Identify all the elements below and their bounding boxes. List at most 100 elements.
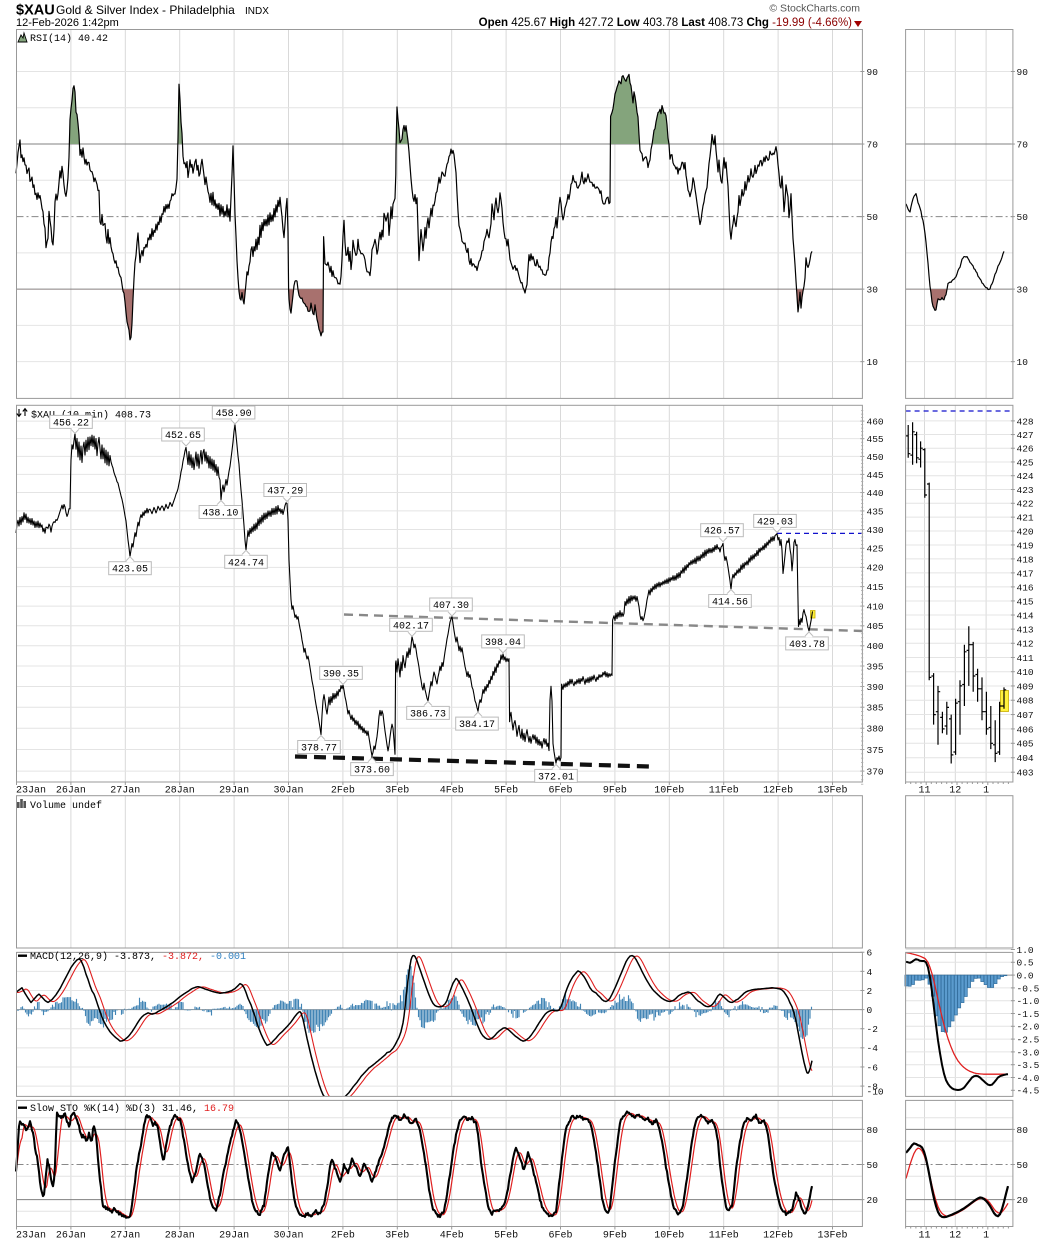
svg-text:0: 0: [867, 1005, 873, 1016]
svg-text:11Feb: 11Feb: [709, 1230, 739, 1242]
svg-text:410: 410: [1017, 667, 1034, 678]
svg-text:30: 30: [1017, 285, 1029, 296]
svg-text:MACD(12,26,9) -3.873, -3.872,: MACD(12,26,9) -3.873, -3.872, -0.001: [30, 951, 246, 963]
svg-text:380: 380: [867, 724, 884, 735]
svg-text:-3.0: -3.0: [1017, 1047, 1040, 1058]
svg-text:-4.0: -4.0: [1017, 1073, 1040, 1084]
svg-text:50: 50: [867, 1160, 879, 1171]
svg-text:80: 80: [1017, 1125, 1029, 1136]
svg-text:4: 4: [867, 967, 873, 978]
svg-text:29Jan: 29Jan: [219, 1231, 249, 1242]
svg-text:413: 413: [1017, 625, 1034, 636]
svg-text:-2.5: -2.5: [1017, 1035, 1040, 1046]
svg-text:455: 455: [867, 434, 884, 445]
svg-text:372.01: 372.01: [538, 772, 574, 783]
svg-text:440: 440: [867, 488, 884, 499]
svg-text:26Jan: 26Jan: [56, 786, 86, 797]
svg-text:27Jan: 27Jan: [110, 1231, 140, 1242]
svg-text:-8: -8: [867, 1082, 879, 1093]
svg-text:417: 417: [1017, 568, 1034, 579]
svg-text:419: 419: [1017, 540, 1034, 551]
svg-text:4Feb: 4Feb: [440, 1230, 464, 1242]
svg-text:425: 425: [867, 544, 884, 555]
svg-text:390.35: 390.35: [323, 669, 359, 680]
svg-text:375: 375: [867, 745, 884, 756]
svg-text:30Jan: 30Jan: [273, 786, 303, 797]
svg-text:428: 428: [1017, 416, 1034, 427]
svg-text:426: 426: [1017, 444, 1034, 455]
svg-text:3Feb: 3Feb: [385, 1230, 409, 1242]
svg-text:2Feb: 2Feb: [331, 785, 355, 797]
svg-text:423: 423: [1017, 485, 1034, 496]
svg-text:370: 370: [867, 767, 884, 778]
svg-text:9Feb: 9Feb: [603, 785, 627, 797]
svg-text:410: 410: [867, 602, 884, 613]
svg-text:424: 424: [1017, 471, 1034, 482]
svg-text:9Feb: 9Feb: [603, 1230, 627, 1242]
svg-text:RSI(14) 40.42: RSI(14) 40.42: [30, 33, 108, 45]
svg-text:420: 420: [1017, 526, 1034, 537]
svg-text:-10: -10: [867, 1086, 884, 1097]
svg-text:398.04: 398.04: [485, 638, 521, 649]
svg-text:50: 50: [867, 212, 879, 223]
svg-text:$XAU: $XAU: [16, 3, 55, 19]
svg-text:© StockCharts.com: © StockCharts.com: [769, 3, 860, 15]
svg-text:Open 425.67 High 427.72 Low 40: Open 425.67 High 427.72 Low 403.78 Last …: [479, 17, 853, 29]
svg-text:20: 20: [867, 1195, 879, 1206]
svg-text:20: 20: [1017, 1195, 1029, 1206]
svg-text:12: 12: [949, 786, 961, 797]
svg-text:1: 1: [983, 1231, 989, 1242]
svg-text:6: 6: [867, 948, 873, 959]
svg-text:50: 50: [1017, 1160, 1029, 1171]
svg-text:445: 445: [867, 470, 884, 481]
svg-text:27Jan: 27Jan: [110, 786, 140, 797]
svg-text:450: 450: [867, 452, 884, 463]
svg-text:Volume undef: Volume undef: [30, 800, 102, 812]
svg-text:2: 2: [867, 986, 873, 997]
svg-text:405: 405: [1017, 739, 1034, 750]
svg-text:385: 385: [867, 703, 884, 714]
svg-text:4Feb: 4Feb: [440, 785, 464, 797]
svg-text:378.77: 378.77: [301, 744, 337, 755]
svg-text:416: 416: [1017, 582, 1034, 593]
svg-text:403.78: 403.78: [789, 640, 825, 651]
svg-text:12Feb: 12Feb: [763, 785, 793, 797]
svg-text:414.56: 414.56: [712, 598, 748, 609]
svg-text:412: 412: [1017, 639, 1034, 650]
svg-text:426.57: 426.57: [704, 527, 740, 538]
svg-text:29Jan: 29Jan: [219, 786, 249, 797]
svg-text:10: 10: [1017, 357, 1029, 368]
svg-text:-1.0: -1.0: [1017, 996, 1040, 1007]
svg-text:407.30: 407.30: [433, 601, 469, 612]
svg-text:28Jan: 28Jan: [165, 786, 195, 797]
svg-text:30Jan: 30Jan: [273, 1231, 303, 1242]
svg-text:10Feb: 10Feb: [654, 785, 684, 797]
svg-text:2Feb: 2Feb: [331, 1230, 355, 1242]
svg-text:28Jan: 28Jan: [165, 1231, 195, 1242]
svg-text:460: 460: [867, 417, 884, 428]
svg-text:418: 418: [1017, 554, 1034, 565]
svg-text:437.29: 437.29: [267, 487, 303, 498]
svg-text:70: 70: [1017, 139, 1029, 150]
svg-text:395: 395: [867, 661, 884, 672]
svg-text:-4: -4: [867, 1043, 879, 1054]
svg-text:423.05: 423.05: [112, 565, 148, 576]
svg-text:-6: -6: [867, 1062, 879, 1073]
svg-text:-2: -2: [867, 1024, 879, 1035]
svg-text:424.74: 424.74: [228, 558, 264, 569]
svg-text:390: 390: [867, 682, 884, 693]
svg-text:10: 10: [867, 357, 879, 368]
svg-text:11: 11: [918, 786, 930, 797]
svg-text:12: 12: [949, 1231, 961, 1242]
svg-text:12Feb: 12Feb: [763, 1230, 793, 1242]
svg-text:90: 90: [1017, 67, 1029, 78]
svg-text:-2.0: -2.0: [1017, 1022, 1040, 1033]
svg-text:403: 403: [1017, 768, 1034, 779]
svg-text:435: 435: [867, 506, 884, 517]
svg-text:415: 415: [867, 582, 884, 593]
svg-text:50: 50: [1017, 212, 1029, 223]
svg-text:0.5: 0.5: [1017, 958, 1034, 969]
svg-text:406: 406: [1017, 724, 1034, 735]
svg-text:23Jan: 23Jan: [16, 786, 46, 797]
svg-text:402.17: 402.17: [393, 621, 429, 632]
